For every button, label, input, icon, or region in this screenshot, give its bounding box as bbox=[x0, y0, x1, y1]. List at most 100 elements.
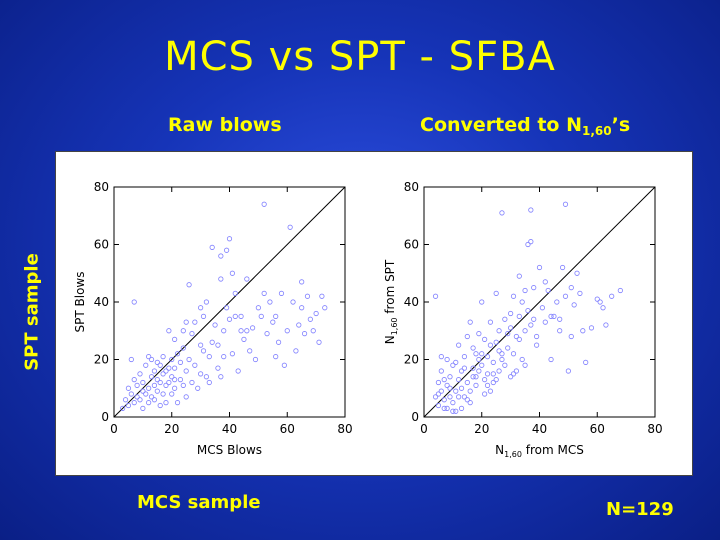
data-point bbox=[154, 377, 160, 383]
data-point bbox=[453, 359, 459, 365]
chart-1: 0 20 40 60 80 0 20 40 60 80 MCS Blows SPT Blows bbox=[73, 180, 353, 457]
data-point bbox=[444, 405, 450, 411]
data-point bbox=[172, 365, 178, 371]
data-point bbox=[224, 247, 230, 253]
data-point bbox=[174, 400, 181, 406]
data-point bbox=[137, 397, 143, 403]
data-point bbox=[519, 356, 525, 363]
data-point bbox=[496, 368, 502, 374]
data-point bbox=[226, 236, 233, 242]
data-point bbox=[510, 371, 517, 377]
data-point bbox=[562, 201, 569, 207]
data-point bbox=[588, 325, 595, 331]
data-point bbox=[255, 305, 261, 311]
x-tick-label: 40 bbox=[222, 422, 237, 436]
data-point bbox=[151, 368, 158, 374]
data-point bbox=[261, 201, 267, 207]
data-point bbox=[490, 379, 496, 386]
data-point bbox=[542, 319, 548, 325]
data-point bbox=[461, 354, 468, 360]
data-point bbox=[447, 385, 453, 391]
x-axis-label-main: N bbox=[495, 443, 504, 457]
data-point bbox=[551, 313, 557, 319]
x-axis-label-sub: 1,60 bbox=[504, 450, 522, 459]
data-point bbox=[203, 299, 209, 305]
data-point bbox=[198, 371, 204, 377]
data-point bbox=[169, 391, 175, 397]
data-point bbox=[476, 331, 482, 337]
data-point bbox=[496, 328, 502, 334]
data-point bbox=[609, 293, 615, 299]
data-point bbox=[464, 333, 470, 340]
data-point bbox=[180, 382, 186, 388]
data-point bbox=[456, 377, 462, 383]
data-point bbox=[464, 397, 470, 403]
data-point bbox=[516, 273, 522, 279]
data-point bbox=[195, 385, 201, 391]
data-point bbox=[435, 402, 442, 409]
subtitle-converted-sub: 1,60 bbox=[582, 124, 612, 138]
data-point bbox=[169, 374, 175, 380]
data-point bbox=[617, 287, 623, 294]
data-point bbox=[562, 293, 569, 299]
data-point bbox=[143, 362, 149, 368]
data-point bbox=[160, 354, 166, 360]
data-point bbox=[226, 316, 233, 322]
data-point bbox=[525, 308, 531, 314]
data-point bbox=[206, 354, 212, 360]
data-point bbox=[450, 362, 456, 368]
data-point bbox=[525, 241, 531, 248]
data-point bbox=[513, 333, 519, 340]
data-point bbox=[131, 377, 137, 383]
data-point bbox=[238, 313, 244, 319]
y-axis-label: SPT Blows bbox=[73, 272, 87, 333]
y-axis-label-main: N bbox=[383, 335, 397, 344]
subtitle-converted: Converted to N1,60’s bbox=[420, 114, 630, 138]
x-tick-label: 60 bbox=[280, 422, 295, 436]
data-point bbox=[554, 299, 560, 305]
data-point bbox=[247, 348, 253, 354]
y-tick-label: 80 bbox=[404, 180, 419, 194]
data-point bbox=[513, 368, 519, 374]
data-point bbox=[154, 359, 160, 365]
data-point bbox=[163, 382, 169, 388]
data-point bbox=[319, 293, 325, 299]
data-point bbox=[209, 244, 215, 250]
data-point bbox=[232, 313, 238, 319]
data-point bbox=[146, 385, 152, 391]
data-point bbox=[140, 379, 146, 386]
data-point bbox=[310, 328, 316, 334]
data-point bbox=[299, 305, 305, 311]
data-point bbox=[580, 328, 586, 334]
data-point bbox=[594, 296, 600, 302]
data-point bbox=[444, 382, 450, 388]
data-point bbox=[577, 290, 583, 296]
data-point bbox=[490, 371, 496, 377]
data-point bbox=[218, 374, 224, 380]
y-tick-label: 60 bbox=[94, 238, 109, 252]
data-point bbox=[163, 368, 169, 374]
data-point bbox=[224, 305, 230, 311]
data-point bbox=[157, 402, 163, 409]
data-point bbox=[128, 391, 134, 397]
data-point bbox=[531, 316, 537, 322]
data-point bbox=[186, 356, 192, 363]
data-point bbox=[522, 287, 528, 294]
y-tick-label: 20 bbox=[94, 353, 109, 367]
data-point bbox=[160, 371, 166, 377]
data-point bbox=[470, 365, 476, 371]
data-point bbox=[192, 362, 198, 368]
data-point bbox=[221, 328, 227, 334]
data-point bbox=[250, 325, 256, 331]
data-point bbox=[510, 351, 517, 357]
data-point bbox=[482, 391, 488, 397]
x-tick-label: 0 bbox=[110, 422, 118, 436]
data-point bbox=[534, 342, 540, 348]
data-point bbox=[125, 402, 132, 409]
subtitle-raw-blows: Raw blows bbox=[168, 114, 282, 136]
y-axis-label-suffix: from SPT bbox=[383, 259, 397, 317]
y-axis-label: N1,60 from SPT bbox=[383, 259, 399, 344]
data-point bbox=[447, 374, 453, 380]
data-point bbox=[473, 351, 479, 357]
